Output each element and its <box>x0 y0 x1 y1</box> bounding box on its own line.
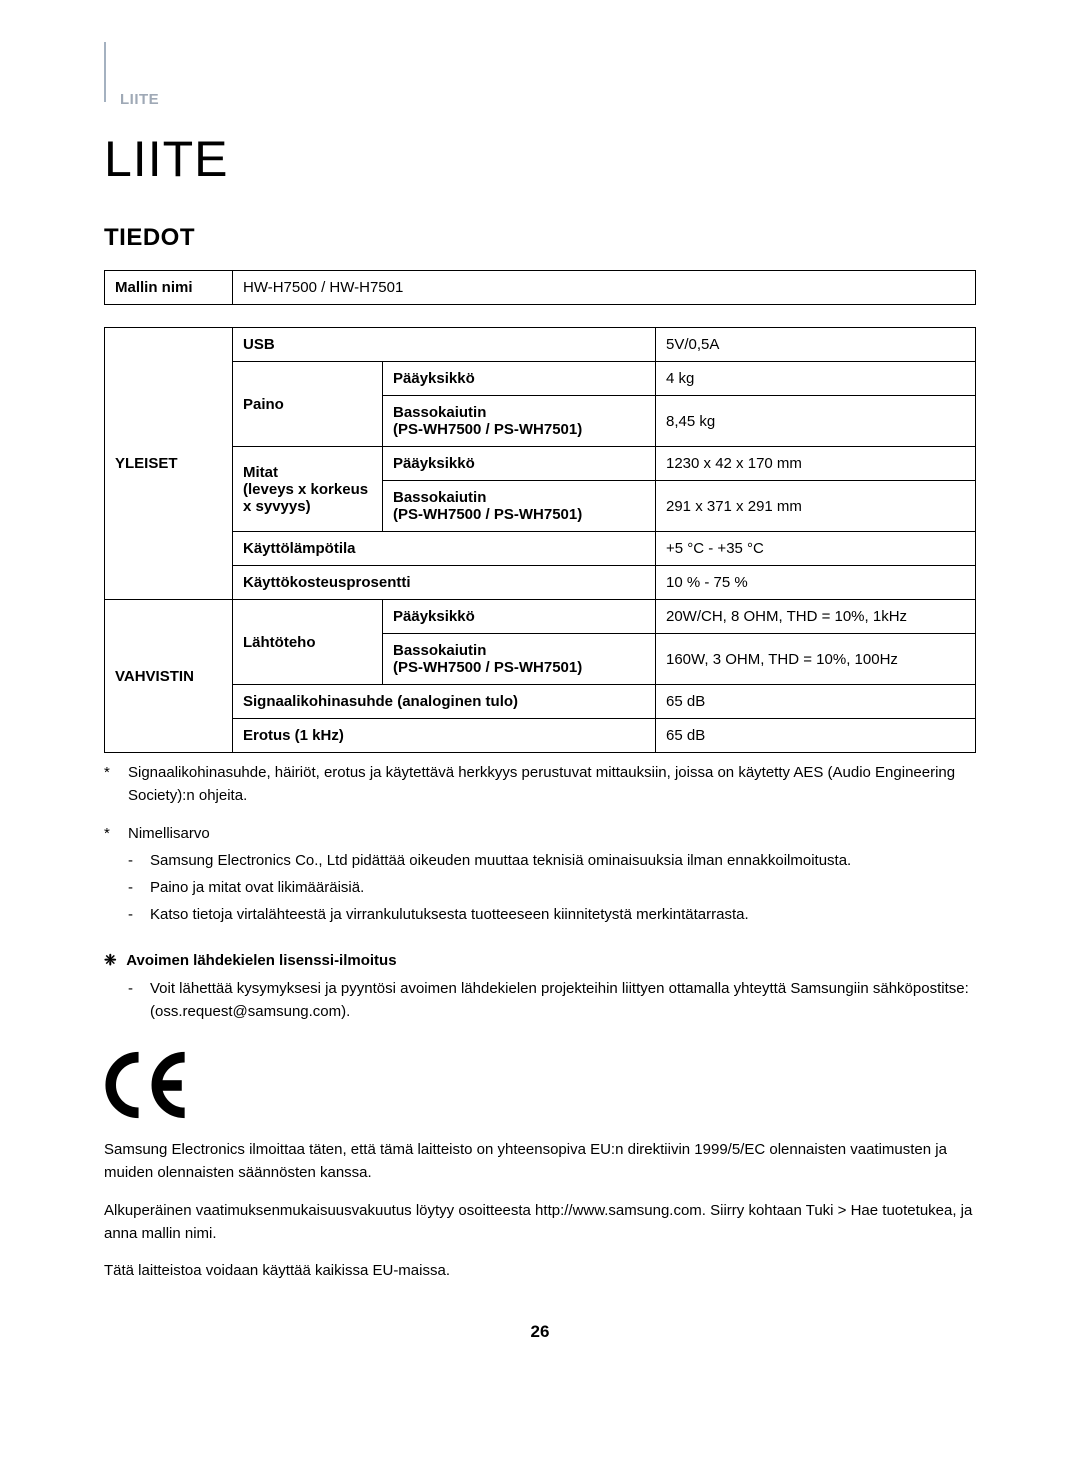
spec-label: Käyttölämpötila <box>233 532 656 566</box>
page-subtitle: TIEDOT <box>104 224 976 252</box>
spec-value: 5V/0,5A <box>656 328 976 362</box>
table-spacer <box>104 305 976 327</box>
spec-value: 65 dB <box>656 685 976 719</box>
spec-label: USB <box>233 328 656 362</box>
spec-sublabel: Bassokaiutin (PS-WH7500 / PS-WH7501) <box>383 481 656 532</box>
spec-value: 10 % - 75 % <box>656 566 976 600</box>
spec-sublabel-line2: (PS-WH7500 / PS-WH7501) <box>393 421 582 438</box>
footnote-row: * Signaalikohinasuhde, häiriöt, erotus j… <box>104 761 976 808</box>
footnote-text: Paino ja mitat ovat likimääräisiä. <box>150 876 364 899</box>
spec-sublabel: Bassokaiutin (PS-WH7500 / PS-WH7501) <box>383 396 656 447</box>
table-row: Paino Pääyksikkö 4 kg <box>105 362 976 396</box>
oss-row: - Voit lähettää kysymyksesi ja pyyntösi … <box>104 977 976 1024</box>
dash-icon: - <box>128 849 150 872</box>
footnote-subrow: - Paino ja mitat ovat likimääräisiä. <box>104 876 976 899</box>
page: LIITE LIITE TIEDOT Mallin nimi HW-H7500 … <box>0 0 1080 1382</box>
dash-icon: - <box>128 977 150 1024</box>
spec-label-line1: Mitat <box>243 464 278 481</box>
spec-sublabel: Bassokaiutin (PS-WH7500 / PS-WH7501) <box>383 634 656 685</box>
table-row: Mitat (leveys x korkeus x syvyys) Pääyks… <box>105 447 976 481</box>
spec-sublabel-line1: Bassokaiutin <box>393 489 486 506</box>
spec-sublabel: Pääyksikkö <box>383 362 656 396</box>
spec-value: 65 dB <box>656 719 976 753</box>
table-row: Käyttölämpötila +5 °C - +35 °C <box>105 532 976 566</box>
footnotes: * Signaalikohinasuhde, häiriöt, erotus j… <box>104 761 976 927</box>
asterisk-icon: * <box>104 822 128 845</box>
model-value: HW-H7500 / HW-H7501 <box>233 271 976 305</box>
spec-label: Signaalikohinasuhde (analoginen tulo) <box>233 685 656 719</box>
footnote-text: Samsung Electronics Co., Ltd pidättää oi… <box>150 849 851 872</box>
spec-label: Mitat (leveys x korkeus x syvyys) <box>233 447 383 532</box>
spec-label: Paino <box>233 362 383 447</box>
spec-label: Käyttökosteusprosentti <box>233 566 656 600</box>
section-header-label: LIITE <box>120 91 159 108</box>
ce-mark-icon <box>104 1051 976 1124</box>
spec-table: YLEISET USB 5V/0,5A Paino Pääyksikkö 4 k… <box>104 327 976 753</box>
spec-value: 4 kg <box>656 362 976 396</box>
section-header-mark: LIITE <box>104 42 976 102</box>
footnote-subrow: - Katso tietoja virtalähteestä ja virran… <box>104 903 976 926</box>
spec-value: 291 x 371 x 291 mm <box>656 481 976 532</box>
ce-paragraph: Samsung Electronics ilmoittaa täten, ett… <box>104 1138 976 1185</box>
table-row: Signaalikohinasuhde (analoginen tulo) 65… <box>105 685 976 719</box>
table-row: Käyttökosteusprosentti 10 % - 75 % <box>105 566 976 600</box>
ce-paragraph: Alkuperäinen vaatimuksenmukaisuusvakuutu… <box>104 1199 976 1246</box>
spec-value: 20W/CH, 8 OHM, THD = 10%, 1kHz <box>656 600 976 634</box>
footnote-text: Signaalikohinasuhde, häiriöt, erotus ja … <box>128 761 976 808</box>
page-number: 26 <box>104 1322 976 1342</box>
footnote-row: * Nimellisarvo <box>104 822 976 845</box>
group-label: YLEISET <box>105 328 233 600</box>
group-label: VAHVISTIN <box>105 600 233 753</box>
footnote-subrow: - Samsung Electronics Co., Ltd pidättää … <box>104 849 976 872</box>
footnote-label: Nimellisarvo <box>128 822 210 845</box>
spec-label-line2: (leveys x korkeus x syvyys) <box>243 481 368 515</box>
spec-label: Erotus (1 kHz) <box>233 719 656 753</box>
spec-value: 1230 x 42 x 170 mm <box>656 447 976 481</box>
spec-sublabel-line2: (PS-WH7500 / PS-WH7501) <box>393 659 582 676</box>
asterisk-icon: * <box>104 761 128 808</box>
oss-text: Voit lähettää kysymyksesi ja pyyntösi av… <box>150 977 976 1024</box>
oss-title: ❈ Avoimen lähdekielen lisenssi-ilmoitus <box>104 951 976 969</box>
spec-sublabel-line1: Bassokaiutin <box>393 642 486 659</box>
oss-title-text: Avoimen lähdekielen lisenssi-ilmoitus <box>126 952 396 969</box>
spec-sublabel-line2: (PS-WH7500 / PS-WH7501) <box>393 506 582 523</box>
model-label: Mallin nimi <box>105 271 233 305</box>
spec-sublabel: Pääyksikkö <box>383 600 656 634</box>
table-row: Mallin nimi HW-H7500 / HW-H7501 <box>105 271 976 305</box>
spec-value: 8,45 kg <box>656 396 976 447</box>
table-row: YLEISET USB 5V/0,5A <box>105 328 976 362</box>
dash-icon: - <box>128 876 150 899</box>
table-row: Erotus (1 kHz) 65 dB <box>105 719 976 753</box>
gap <box>104 808 976 822</box>
footnote-text: Katso tietoja virtalähteestä ja virranku… <box>150 903 749 926</box>
spec-sublabel: Pääyksikkö <box>383 447 656 481</box>
dash-icon: - <box>128 903 150 926</box>
ce-paragraph: Tätä laitteistoa voidaan käyttää kaikiss… <box>104 1259 976 1282</box>
spec-value: +5 °C - +35 °C <box>656 532 976 566</box>
spec-value: 160W, 3 OHM, THD = 10%, 100Hz <box>656 634 976 685</box>
section-header-tick <box>104 84 116 102</box>
oss-body: - Voit lähettää kysymyksesi ja pyyntösi … <box>104 977 976 1024</box>
page-title: LIITE <box>104 130 976 188</box>
model-table: Mallin nimi HW-H7500 / HW-H7501 <box>104 270 976 305</box>
reference-mark-icon: ❈ <box>104 951 117 969</box>
table-row: VAHVISTIN Lähtöteho Pääyksikkö 20W/CH, 8… <box>105 600 976 634</box>
spec-sublabel-line1: Bassokaiutin <box>393 404 486 421</box>
spec-label: Lähtöteho <box>233 600 383 685</box>
